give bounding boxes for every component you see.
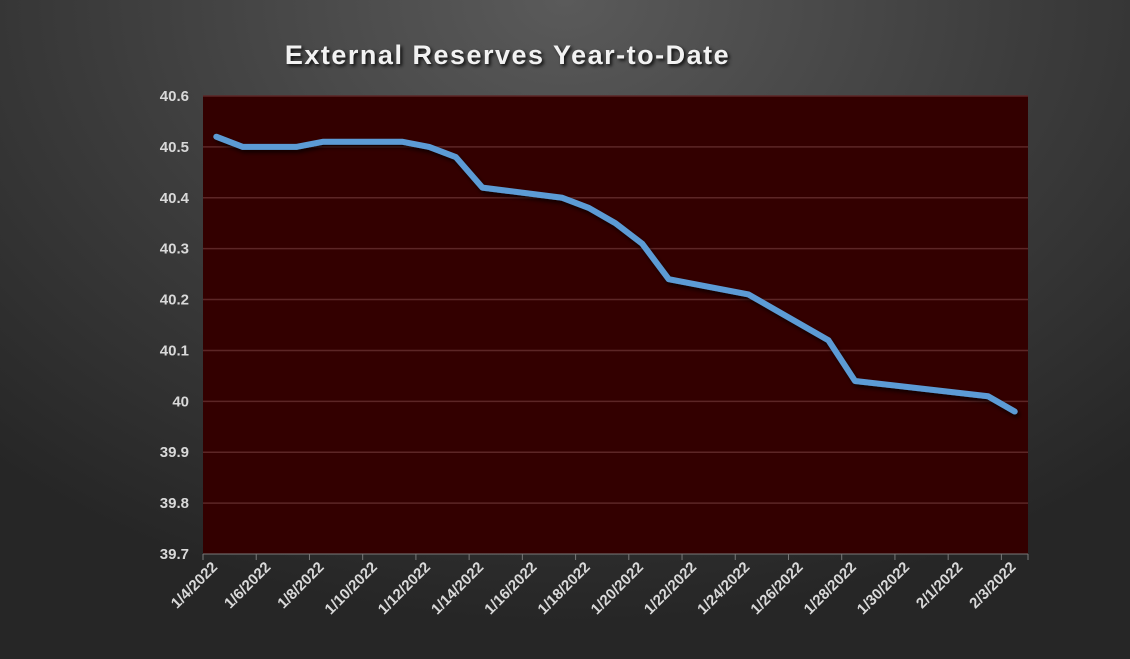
- chart-title: External Reserves Year-to-Date: [284, 40, 731, 70]
- plot-area: [203, 96, 1028, 554]
- y-tick-label: 40.6: [160, 88, 189, 105]
- x-tick-label: 1/30/2022: [854, 559, 913, 618]
- x-tick-label: 1/4/2022: [168, 559, 221, 612]
- x-tick-label: 1/24/2022: [694, 559, 753, 618]
- y-tick-label: 40.1: [160, 342, 189, 359]
- x-tick-label: 1/28/2022: [801, 559, 860, 618]
- x-tick-label: 1/12/2022: [375, 559, 434, 618]
- x-tick-label: 1/26/2022: [747, 559, 806, 618]
- y-tick-label: 40: [172, 393, 189, 410]
- x-tick-label: 1/18/2022: [535, 559, 594, 618]
- x-tick-label: 1/10/2022: [322, 559, 381, 618]
- x-tick-label: 1/16/2022: [481, 559, 540, 618]
- y-tick-label: 39.9: [160, 444, 189, 461]
- x-tick-label: 1/8/2022: [274, 559, 327, 612]
- x-tick-label: 2/1/2022: [913, 559, 966, 612]
- x-tick-label: 2/3/2022: [966, 559, 1019, 612]
- y-tick-label: 40.4: [160, 190, 190, 207]
- x-tick-label: 1/14/2022: [428, 559, 487, 618]
- y-tick-label: 39.8: [160, 495, 189, 512]
- y-tick-label: 40.5: [160, 139, 189, 156]
- series-line: [213, 133, 1018, 415]
- x-tick-label: 1/6/2022: [221, 559, 274, 612]
- x-tick-label: 1/22/2022: [641, 559, 700, 618]
- x-tick-label: 1/20/2022: [588, 559, 647, 618]
- y-tick-label: 40.2: [160, 292, 189, 309]
- y-tick-label: 39.7: [160, 546, 189, 563]
- y-tick-label: 40.3: [160, 241, 189, 258]
